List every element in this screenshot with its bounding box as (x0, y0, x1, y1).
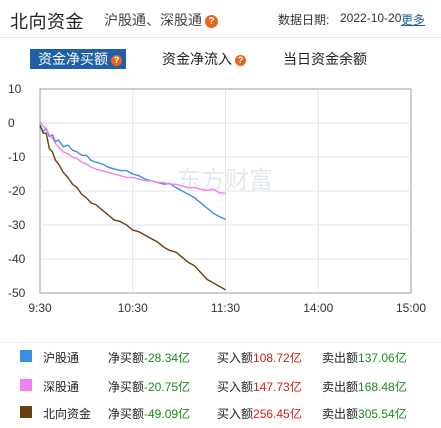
legend-net-value: -49.09亿 (144, 407, 191, 421)
series-line-沪股通 (39, 126, 226, 221)
series-line-深股通 (39, 120, 226, 195)
subtitle-text: 沪股通、深股通 (104, 12, 202, 28)
tab-net-buy-help-icon[interactable]: ? (111, 55, 122, 66)
legend-sell-value: 137.06亿 (358, 351, 407, 365)
legend-sell: 卖出额305.54亿 (322, 405, 407, 422)
legend-net-label: 净买额 (108, 351, 145, 365)
date-value: 2022-10-20 (340, 11, 402, 25)
legend-swatch-sgt (20, 379, 32, 391)
legend-net-value: -20.75亿 (144, 380, 191, 394)
tab-net-buy-label: 资金净买额 (38, 51, 108, 67)
legend-buy-label: 买入额 (217, 380, 254, 394)
page-title: 北向资金 (10, 12, 84, 32)
legend-row-north: 北向资金 净买额-49.09亿 买入额256.45亿 卖出额305.54亿 (0, 403, 441, 423)
legend-name: 沪股通 (43, 351, 80, 365)
legend-buy: 买入额108.72亿 (217, 349, 302, 366)
tab-net-inflow[interactable]: 资金净流入? (162, 49, 246, 69)
tab-daily-balance-label: 当日资金余额 (283, 51, 367, 67)
more-link[interactable]: 更多 (401, 13, 426, 27)
date-label: 数据日期: (278, 13, 330, 27)
legend-net: 净买额-49.09亿 (108, 405, 190, 422)
legend-net: 净买额-28.34亿 (108, 349, 190, 366)
legend-buy: 买入额147.73亿 (217, 378, 302, 395)
page-subtitle: 沪股通、深股通? (104, 10, 218, 30)
x-tick-label: 11:30 (211, 301, 240, 315)
y-tick-label: -20 (8, 184, 26, 198)
legend-name: 深股通 (43, 380, 80, 394)
tab-net-buy[interactable]: 资金净买额? (30, 49, 126, 69)
legend-name: 北向资金 (43, 407, 92, 421)
legend-buy-label: 买入额 (217, 407, 254, 421)
legend-sell: 卖出额137.06亿 (322, 349, 407, 366)
y-tick-label: -10 (8, 150, 26, 164)
x-tick-label: 15:00 (396, 301, 426, 315)
legend-row-sgt: 深股通 净买额-20.75亿 买入额147.73亿 卖出额168.48亿 (0, 376, 441, 396)
legend-net-label: 净买额 (108, 380, 145, 394)
y-tick-label: -40 (8, 252, 26, 266)
watermark: 东方财富 (177, 167, 273, 194)
legend-buy-label: 买入额 (217, 351, 254, 365)
legend-net-label: 净买额 (108, 407, 145, 421)
legend-swatch-hgt (20, 350, 32, 362)
legend-row-hgt: 沪股通 净买额-28.34亿 买入额108.72亿 卖出额137.06亿 (0, 347, 441, 367)
legend-net-value: -28.34亿 (144, 351, 191, 365)
tab-net-inflow-label: 资金净流入 (162, 51, 232, 67)
legend-buy: 买入额256.45亿 (217, 405, 302, 422)
flow-chart: 10 0 -10 -20 -30 -40 -509:30 10:30 11:30 14:00 15:… (8, 82, 426, 315)
legend-divider (0, 342, 441, 343)
x-tick-label: 10:30 (118, 301, 148, 315)
help-icon[interactable]: ? (205, 15, 218, 28)
y-tick-label: 10 (8, 82, 22, 96)
legend-sell-value: 168.48亿 (358, 380, 407, 394)
legend-buy-value: 147.73亿 (253, 380, 302, 394)
legend-swatch-north (20, 406, 32, 418)
tab-net-inflow-help-icon[interactable]: ? (235, 55, 246, 66)
legend-sell: 卖出额168.48亿 (322, 378, 407, 395)
legend-buy-value: 256.45亿 (253, 407, 302, 421)
legend-sell-label: 卖出额 (322, 380, 359, 394)
tab-daily-balance[interactable]: 当日资金余额 (283, 49, 367, 69)
x-tick-label: 14:00 (303, 301, 333, 315)
legend-buy-value: 108.72亿 (253, 351, 302, 365)
legend-sell-label: 卖出额 (322, 351, 359, 365)
x-tick-label: 9:30 (28, 301, 52, 315)
y-tick-label: -50 (8, 286, 26, 300)
legend-sell-value: 305.54亿 (358, 407, 407, 421)
tab-bar: 资金净买额? 资金净流入? 当日资金余额 (0, 46, 441, 72)
y-tick-label: -30 (8, 218, 26, 232)
series-line-北向资金 (39, 124, 226, 291)
legend-sell-label: 卖出额 (322, 407, 359, 421)
legend-net: 净买额-20.75亿 (108, 378, 190, 395)
y-tick-label: 0 (8, 116, 15, 130)
header: 北向资金 沪股通、深股通? 数据日期: 2022-10-20 更多 (0, 0, 441, 38)
